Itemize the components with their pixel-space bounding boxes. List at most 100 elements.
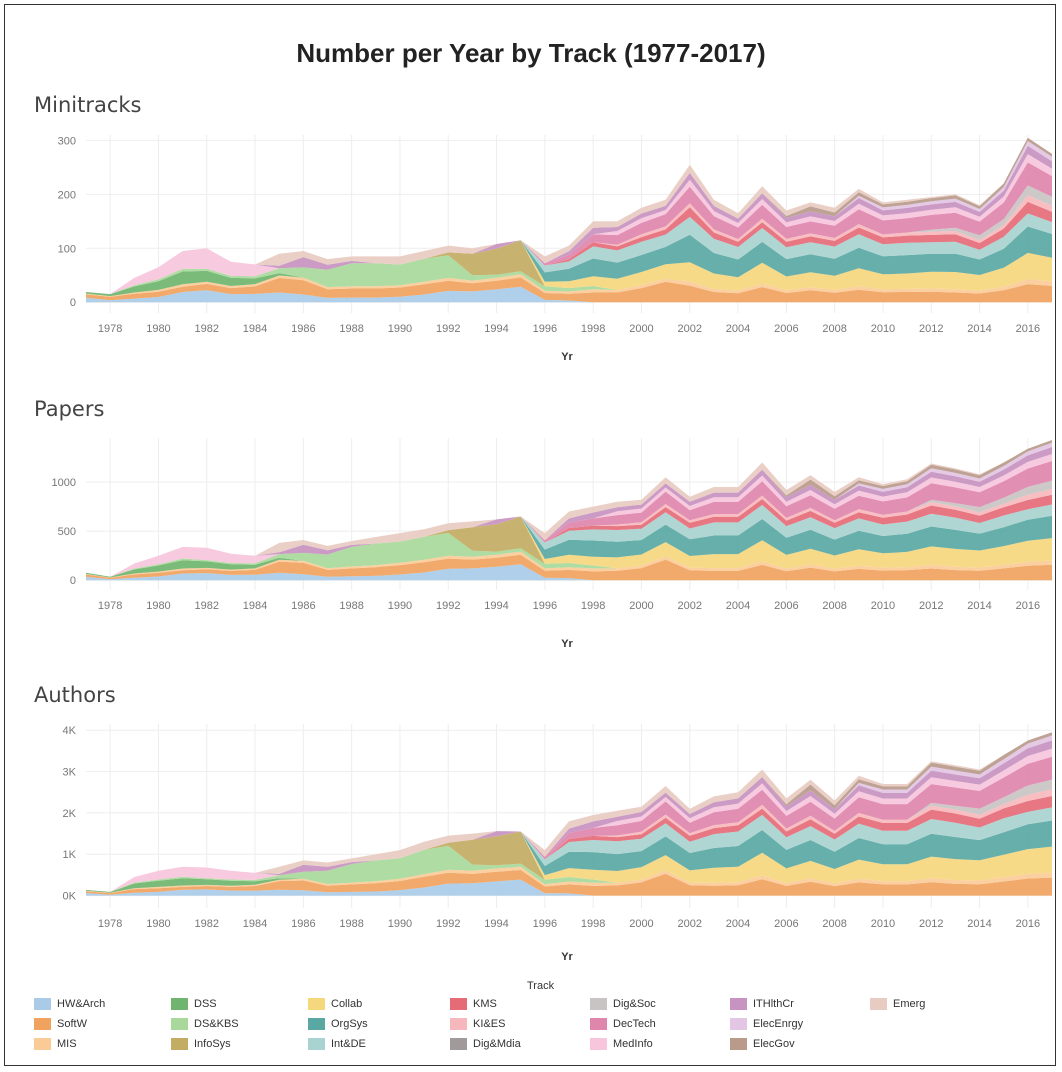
- legend-swatch: [730, 998, 747, 1010]
- legend-item-dss[interactable]: DSS: [171, 997, 217, 1011]
- legend-title: Track: [527, 980, 555, 992]
- legend-item-dig-soc[interactable]: Dig&Soc: [590, 997, 656, 1011]
- legend-item-ithlthcr[interactable]: ITHlthCr: [730, 997, 794, 1011]
- area-dss: [86, 270, 1052, 297]
- legend-label: Dig&Soc: [613, 998, 656, 1010]
- legend-item-ds-kbs[interactable]: DS&KBS: [171, 1017, 239, 1031]
- x-tick-label: 1982: [195, 323, 219, 335]
- area-ds-kbs: [86, 845, 1052, 892]
- x-tick-label: 2002: [678, 323, 702, 335]
- legend-item-softw[interactable]: SoftW: [34, 1017, 87, 1031]
- x-tick-label: 1996: [533, 600, 557, 612]
- legend-item-elecgov[interactable]: ElecGov: [730, 1037, 795, 1051]
- y-tick-label: 2K: [63, 808, 77, 820]
- y-tick-label: 100: [58, 243, 76, 255]
- area-orgsys: [86, 820, 1052, 892]
- x-tick-label: 1988: [339, 600, 363, 612]
- legend-label: DSS: [194, 998, 217, 1010]
- legend-label: Dig&Mdia: [473, 1038, 521, 1050]
- legend-swatch: [171, 1018, 188, 1030]
- x-tick-label: 2014: [967, 323, 991, 335]
- x-tick-label: 1986: [291, 600, 315, 612]
- x-tick-label: 1980: [146, 600, 170, 612]
- x-tick-label: 1996: [533, 918, 557, 930]
- legend-label: MedInfo: [613, 1038, 653, 1050]
- area-hw-arch: [86, 879, 1052, 896]
- x-tick-label: 1986: [291, 918, 315, 930]
- legend-swatch: [34, 998, 51, 1010]
- x-tick-label: 1982: [195, 918, 219, 930]
- x-tick-label: 1986: [291, 323, 315, 335]
- x-tick-label: 1994: [484, 600, 508, 612]
- legend-item-emerg[interactable]: Emerg: [870, 997, 925, 1011]
- legend-item-dig-mdia[interactable]: Dig&Mdia: [450, 1037, 521, 1051]
- legend-item-dectech[interactable]: DecTech: [590, 1017, 656, 1031]
- x-tick-label: 1990: [388, 918, 412, 930]
- x-tick-label: 1998: [581, 918, 605, 930]
- legend-label: ITHlthCr: [753, 998, 794, 1010]
- x-tick-label: 2016: [1016, 600, 1040, 612]
- x-tick-label: 1980: [146, 918, 170, 930]
- area-hw-arch: [86, 286, 1052, 303]
- x-tick-label: 2002: [678, 918, 702, 930]
- x-tick-label: 1994: [484, 323, 508, 335]
- legend-label: SoftW: [57, 1018, 87, 1030]
- legend-item-int-de[interactable]: Int&DE: [308, 1037, 366, 1051]
- area-collab: [86, 240, 1052, 295]
- area-kms: [86, 796, 1052, 892]
- y-tick-label: 0: [70, 575, 76, 587]
- y-tick-label: 200: [58, 189, 76, 201]
- x-tick-label: 1978: [98, 323, 122, 335]
- chart-title: Number per Year by Track (1977-2017): [296, 38, 766, 68]
- legend-item-collab[interactable]: Collab: [308, 997, 362, 1011]
- legend-label: Emerg: [893, 998, 926, 1010]
- legend-item-infosys[interactable]: InfoSys: [171, 1037, 231, 1051]
- legend-item-ki-es[interactable]: KI&ES: [450, 1017, 505, 1031]
- x-tick-label: 2006: [774, 918, 798, 930]
- legend-item-orgsys[interactable]: OrgSys: [308, 1017, 368, 1031]
- x-tick-label: 2008: [822, 600, 846, 612]
- legend-label: Collab: [331, 998, 363, 1010]
- legend-swatch: [590, 998, 607, 1010]
- legend-item-hw-arch[interactable]: HW&Arch: [34, 997, 105, 1011]
- panel-title-papers: Papers: [34, 397, 105, 421]
- x-tick-label: 1978: [98, 600, 122, 612]
- x-tick-label: 2002: [678, 600, 702, 612]
- x-tick-label: 2014: [967, 600, 991, 612]
- panel-title-minitracks: Minitracks: [34, 93, 142, 117]
- area-collab: [86, 831, 1052, 892]
- legend-item-medinfo[interactable]: MedInfo: [590, 1037, 653, 1051]
- panel-title-authors: Authors: [34, 683, 116, 707]
- area-hw-arch: [86, 564, 1052, 581]
- x-tick-label: 1988: [339, 323, 363, 335]
- legend-label: DS&KBS: [194, 1018, 239, 1030]
- legend-swatch: [450, 1018, 467, 1030]
- x-tick-label: 1980: [146, 323, 170, 335]
- legend-item-kms[interactable]: KMS: [450, 997, 497, 1011]
- area-kms: [86, 494, 1052, 577]
- legend-label: ElecEnrgy: [753, 1018, 804, 1030]
- legend-item-mis[interactable]: MIS: [34, 1037, 77, 1051]
- legend-label: InfoSys: [194, 1038, 231, 1050]
- x-tick-label: 2012: [919, 918, 943, 930]
- x-tick-label: 1994: [484, 918, 508, 930]
- area-softw: [86, 870, 1052, 896]
- x-tick-label: 2000: [629, 600, 653, 612]
- legend-swatch: [870, 998, 887, 1010]
- x-tick-label: 1982: [195, 600, 219, 612]
- y-tick-label: 1K: [63, 849, 77, 861]
- legend-item-elecenrgy[interactable]: ElecEnrgy: [730, 1017, 803, 1031]
- x-axis-label: Yr: [561, 351, 573, 363]
- area-softw: [86, 554, 1052, 581]
- legend-swatch: [308, 1018, 325, 1030]
- authors-chart: 0K 1K 2K 3K 4K 1978 1980 1982 1984 1986 1988 1990 19…: [63, 724, 1052, 963]
- legend-swatch: [590, 1018, 607, 1030]
- x-tick-label: 1998: [581, 600, 605, 612]
- x-tick-label: 1992: [436, 600, 460, 612]
- y-tick-label: 500: [58, 526, 76, 538]
- legend-swatch: [171, 998, 188, 1010]
- area-int-de: [86, 504, 1052, 577]
- legend-label: KMS: [473, 998, 497, 1010]
- x-tick-label: 1984: [243, 918, 267, 930]
- x-tick-label: 1992: [436, 323, 460, 335]
